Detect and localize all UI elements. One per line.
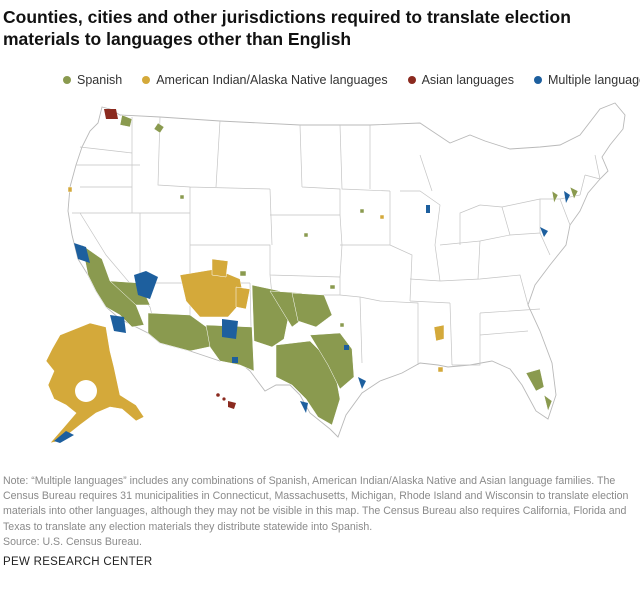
legend-swatch-american-indian — [142, 76, 151, 84]
legend-item-multiple: Multiple languages — [534, 73, 640, 87]
spanish-regions — [81, 114, 579, 426]
legend: Spanish American Indian/Alaska Native la… — [63, 72, 640, 88]
note-text: Note: “Multiple languages” includes any … — [3, 475, 629, 533]
footnote: Note: “Multiple languages” includes any … — [3, 474, 635, 550]
legend-swatch-multiple — [534, 76, 543, 84]
legend-label-multiple: Multiple languages — [548, 73, 640, 87]
asian-regions — [104, 109, 118, 119]
legend-item-asian: Asian languages — [407, 73, 515, 87]
legend-swatch-spanish — [63, 76, 71, 84]
alaska-interior-white — [75, 380, 97, 402]
alaska-multiple — [54, 431, 74, 443]
alaska — [45, 322, 145, 444]
multiple-regions — [74, 191, 570, 413]
legend-swatch-asian — [407, 76, 416, 84]
legend-item-american-indian: American Indian/Alaska Native languages — [142, 73, 388, 87]
source-text: Source: U.S. Census Bureau. — [3, 535, 142, 548]
legend-label-spanish: Spanish — [77, 73, 123, 87]
hawaii — [216, 393, 236, 409]
us-county-map — [45, 102, 626, 444]
legend-label-american-indian: American Indian/Alaska Native languages — [156, 73, 388, 87]
legend-item-spanish: Spanish — [63, 73, 122, 87]
chart-title: Counties, cities and other jurisdictions… — [3, 7, 571, 49]
continental-us-outline — [67, 102, 626, 438]
legend-label-asian: Asian languages — [421, 73, 515, 87]
pew-logo-text: PEW RESEARCH CENTER — [3, 556, 153, 568]
state-boundaries — [67, 102, 626, 438]
american-indian-regions — [67, 186, 445, 373]
